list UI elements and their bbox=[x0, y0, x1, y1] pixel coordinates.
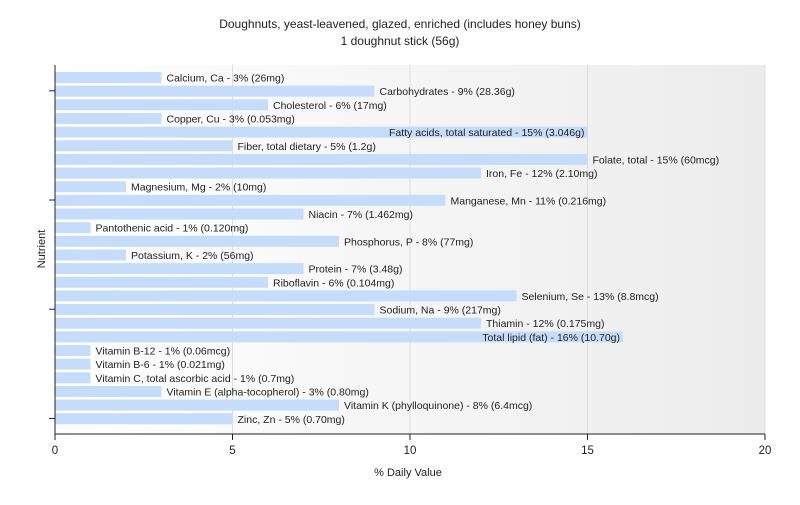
bar bbox=[55, 276, 268, 288]
bar-label: Iron, Fe - 12% (2.10mg) bbox=[486, 168, 597, 180]
bar-label: Riboflavin - 6% (0.104mg) bbox=[273, 277, 394, 289]
bar bbox=[55, 208, 304, 220]
bar bbox=[55, 290, 517, 302]
bar bbox=[55, 372, 91, 384]
bar bbox=[55, 345, 91, 356]
bar-label: Vitamin K (phylloquinone) - 8% (6.4mcg) bbox=[344, 400, 532, 412]
bar-labels: Calcium, Ca - 3% (26mg) Carbohydrates - 9… bbox=[96, 73, 720, 426]
bar-label: Thiamin - 12% (0.175mg) bbox=[486, 318, 604, 330]
bar bbox=[55, 235, 339, 247]
bar bbox=[55, 153, 588, 165]
bar-label: Protein - 7% (3.48g) bbox=[309, 264, 403, 276]
bar bbox=[55, 304, 375, 316]
bar bbox=[55, 181, 126, 193]
bar-label: Fatty acids, total saturated - 15% (3.04… bbox=[389, 127, 585, 139]
bar-label: Vitamin C, total ascorbic acid - 1% (0.7… bbox=[96, 373, 295, 385]
x-axis-title: % Daily Value bbox=[374, 467, 442, 479]
x-tick-label: 5 bbox=[229, 445, 235, 457]
bar-label: Calcium, Ca - 3% (26mg) bbox=[167, 73, 285, 85]
bar-label: Phosphorus, P - 8% (77mg) bbox=[344, 236, 473, 248]
bar bbox=[55, 331, 623, 343]
bar-label: Magnesium, Mg - 2% (10mg) bbox=[131, 182, 266, 194]
bar bbox=[55, 358, 91, 370]
bar bbox=[55, 249, 126, 261]
x-tick-label: 20 bbox=[759, 445, 772, 457]
bar-label: Potassium, K - 2% (56mg) bbox=[131, 250, 254, 262]
bar-label: Niacin - 7% (1.462mg) bbox=[309, 209, 413, 221]
bar-label: Copper, Cu - 3% (0.053mg) bbox=[167, 113, 295, 125]
bar-label: Total lipid (fat) - 16% (10.70g) bbox=[482, 332, 620, 344]
bar bbox=[55, 385, 162, 397]
x-tick-label: 10 bbox=[404, 445, 417, 457]
bar bbox=[55, 72, 162, 83]
x-tick-label: 15 bbox=[581, 445, 594, 457]
chart-title: Doughnuts, yeast-leavened, glazed, enric… bbox=[219, 17, 581, 31]
bar bbox=[55, 194, 446, 206]
bar bbox=[55, 413, 233, 425]
bar bbox=[55, 99, 268, 111]
x-tick-label: 0 bbox=[52, 445, 58, 457]
bar bbox=[55, 126, 588, 138]
bar bbox=[55, 85, 375, 97]
bar-label: Pantothenic acid - 1% (0.120mg) bbox=[96, 223, 249, 235]
bar bbox=[55, 263, 304, 275]
bar bbox=[55, 140, 233, 152]
bar-label: Folate, total - 15% (60mcg) bbox=[593, 154, 720, 166]
grid-lines bbox=[232, 65, 766, 434]
y-axis-title: Nutrient bbox=[36, 230, 48, 269]
bar-label: Vitamin E (alpha-tocopherol) - 3% (0.80m… bbox=[167, 386, 369, 398]
bar bbox=[55, 167, 481, 179]
bar bbox=[55, 112, 162, 124]
bar-label: Carbohydrates - 9% (28.36g) bbox=[380, 86, 515, 98]
bar-label: Fiber, total dietary - 5% (1.2g) bbox=[238, 141, 376, 153]
bar bbox=[55, 399, 339, 411]
bar-label: Vitamin B-6 - 1% (0.021mg) bbox=[96, 359, 225, 371]
bar-label: Manganese, Mn - 11% (0.216mg) bbox=[451, 195, 607, 207]
axes: 0 5 10 15 20 bbox=[49, 65, 771, 457]
bar-label: Selenium, Se - 13% (8.8mcg) bbox=[522, 291, 659, 303]
chart-subtitle: 1 doughnut stick (56g) bbox=[341, 34, 460, 48]
bar bbox=[55, 222, 91, 234]
bars bbox=[55, 72, 623, 425]
bar-label: Zinc, Zn - 5% (0.70mg) bbox=[238, 414, 345, 426]
bar-label: Cholesterol - 6% (17mg) bbox=[273, 100, 387, 112]
bar-label: Vitamin B-12 - 1% (0.06mcg) bbox=[96, 346, 231, 358]
bar bbox=[55, 317, 481, 329]
bar-label: Sodium, Na - 9% (217mg) bbox=[380, 305, 501, 317]
